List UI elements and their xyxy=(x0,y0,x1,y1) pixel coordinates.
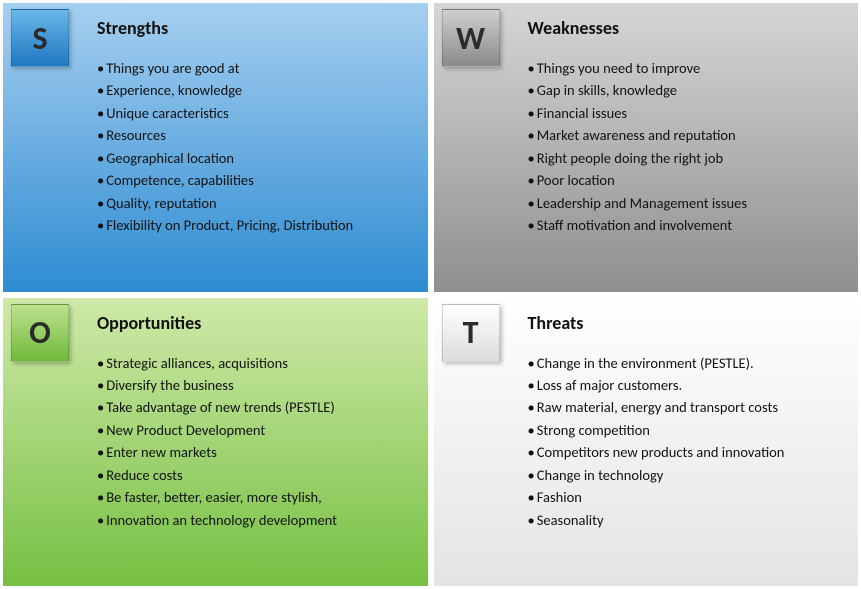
list-item: Take advantage of new trends (PESTLE) xyxy=(97,396,414,418)
list-item: Reduce costs xyxy=(97,464,414,486)
list-item: Enter new markets xyxy=(97,441,414,463)
list-item: Seasonality xyxy=(528,509,845,531)
list-item: Change in the environment (PESTLE). xyxy=(528,352,845,374)
title-strengths: Strengths xyxy=(97,17,414,39)
badge-threats: T xyxy=(442,304,500,362)
title-opportunities: Opportunities xyxy=(97,312,414,334)
list-item: Change in technology xyxy=(528,464,845,486)
list-item: Innovation an technology development xyxy=(97,509,414,531)
list-item: Strong competition xyxy=(528,419,845,441)
list-weaknesses: Things you need to improve Gap in skills… xyxy=(528,57,845,237)
list-item: Competence, capabilities xyxy=(97,169,414,191)
list-threats: Change in the environment (PESTLE). Loss… xyxy=(528,352,845,532)
list-item: Right people doing the right job xyxy=(528,147,845,169)
swot-grid: S Strengths Things you are good at Exper… xyxy=(0,0,861,589)
badge-letter: W xyxy=(456,19,485,58)
list-item: Resources xyxy=(97,124,414,146)
list-item: Be faster, better, easier, more stylish, xyxy=(97,486,414,508)
badge-weaknesses: W xyxy=(442,9,500,67)
list-item: Loss af major customers. xyxy=(528,374,845,396)
list-item: Poor location xyxy=(528,169,845,191)
list-item: Staff motivation and involvement xyxy=(528,214,845,236)
list-item: Geographical location xyxy=(97,147,414,169)
list-item: Flexibility on Product, Pricing, Distrib… xyxy=(97,214,414,236)
list-item: Experience, knowledge xyxy=(97,79,414,101)
badge-letter: O xyxy=(29,313,51,352)
quadrant-opportunities: O Opportunities Strategic alliances, acq… xyxy=(3,298,428,587)
list-item: Unique caracteristics xyxy=(97,102,414,124)
quadrant-weaknesses: W Weaknesses Things you need to improve … xyxy=(434,3,859,292)
list-opportunities: Strategic alliances, acquisitions Divers… xyxy=(97,352,414,532)
list-item: Raw material, energy and transport costs xyxy=(528,396,845,418)
list-strengths: Things you are good at Experience, knowl… xyxy=(97,57,414,237)
list-item: Things you need to improve xyxy=(528,57,845,79)
list-item: Quality, reputation xyxy=(97,192,414,214)
quadrant-threats: T Threats Change in the environment (PES… xyxy=(434,298,859,587)
title-weaknesses: Weaknesses xyxy=(528,17,845,39)
quadrant-strengths: S Strengths Things you are good at Exper… xyxy=(3,3,428,292)
list-item: Strategic alliances, acquisitions xyxy=(97,352,414,374)
list-item: New Product Development xyxy=(97,419,414,441)
badge-letter: S xyxy=(32,19,47,58)
list-item: Diversify the business xyxy=(97,374,414,396)
badge-strengths: S xyxy=(11,9,69,67)
list-item: Market awareness and reputation xyxy=(528,124,845,146)
badge-letter: T xyxy=(463,313,479,352)
badge-opportunities: O xyxy=(11,304,69,362)
list-item: Competitors new products and innovation xyxy=(528,441,845,463)
list-item: Financial issues xyxy=(528,102,845,124)
list-item: Things you are good at xyxy=(97,57,414,79)
list-item: Leadership and Management issues xyxy=(528,192,845,214)
list-item: Fashion xyxy=(528,486,845,508)
title-threats: Threats xyxy=(528,312,845,334)
list-item: Gap in skills, knowledge xyxy=(528,79,845,101)
